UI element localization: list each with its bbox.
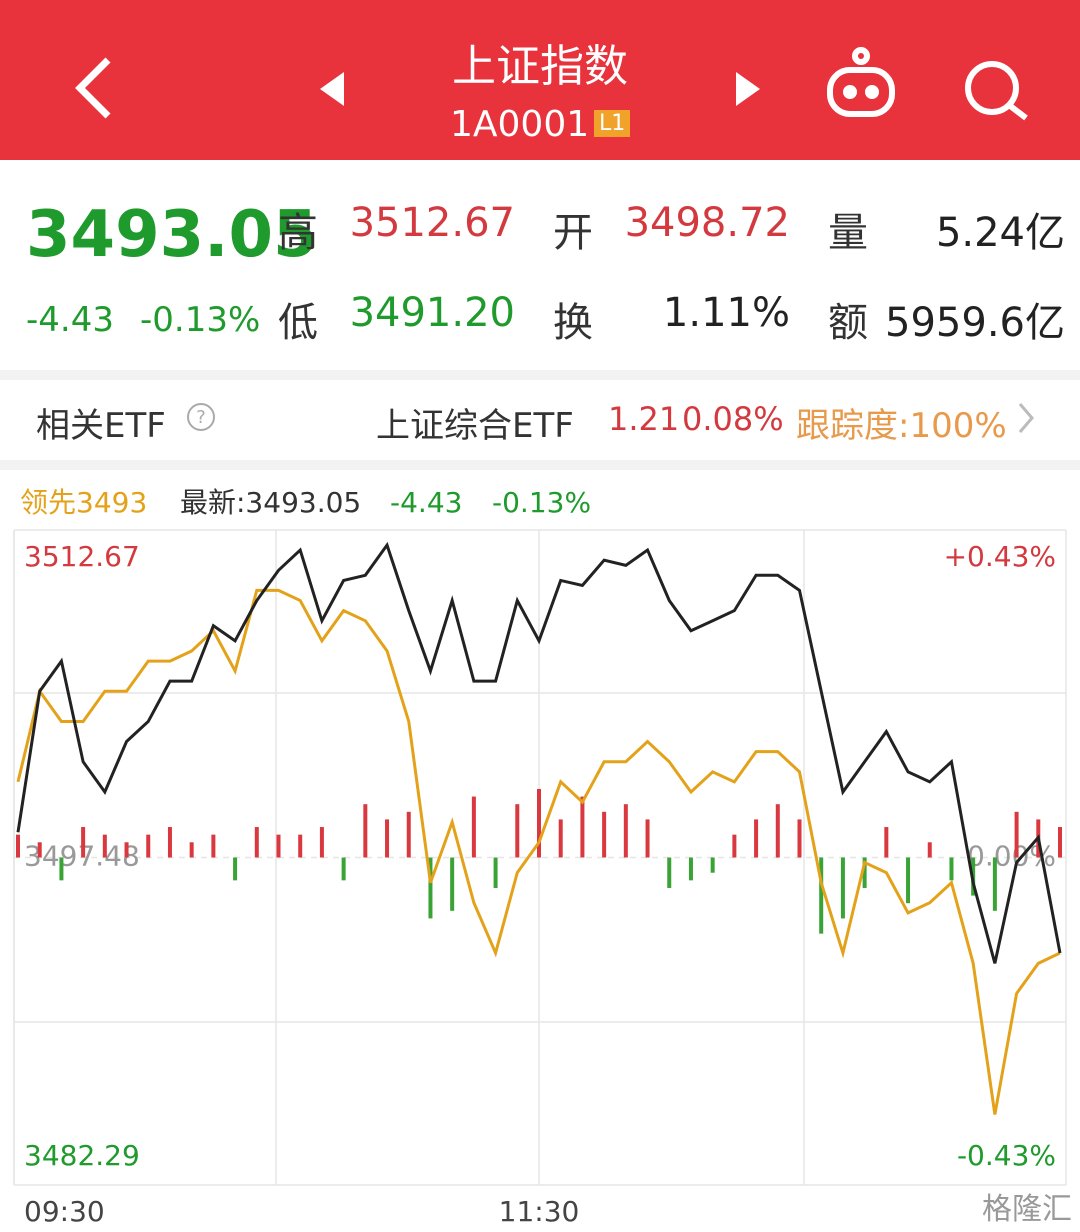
change: -4.43 <box>26 300 114 340</box>
y2-tick-label: +0.43% <box>944 540 1056 573</box>
volume-bar <box>363 804 368 858</box>
volume-bar <box>645 819 650 858</box>
volume-bar <box>884 827 889 858</box>
volume-bar <box>840 857 845 919</box>
header-bar: 上证指数 1A0001 L1 <box>0 0 1080 160</box>
volume-bar <box>797 819 802 858</box>
legend-change-pct: -0.13% <box>492 486 591 519</box>
header-icons <box>75 47 1028 121</box>
level-badge: L1 <box>594 110 631 137</box>
volume-bar <box>276 834 281 858</box>
field-label: 换 <box>553 300 593 346</box>
volume-bar <box>949 857 954 881</box>
field-value: 5.24亿 <box>935 210 1065 256</box>
volume-bar <box>1058 827 1062 858</box>
volume-bar <box>37 842 42 858</box>
volume-bar <box>688 857 693 881</box>
etf-name[interactable]: 上证综合ETF <box>376 406 574 446</box>
back-icon[interactable] <box>75 57 111 119</box>
help-icon[interactable]: ? <box>186 402 216 432</box>
volume-bar <box>298 834 303 858</box>
volume-bar <box>211 834 216 858</box>
volume-bar <box>667 857 672 888</box>
field-label: 高 <box>278 210 318 256</box>
volume-bar <box>927 842 932 858</box>
x-tick-label: 09:30 <box>24 1195 105 1228</box>
volume-bar <box>167 827 172 858</box>
chart: 领先3493 最新:3493.05 -4.43 -0.13% 3512.67 34… <box>13 486 1067 1228</box>
divider <box>0 370 1080 380</box>
etf-label: 相关ETF <box>36 406 166 446</box>
volume-bar <box>775 804 780 858</box>
x-tick-label: 11:30 <box>499 1195 580 1228</box>
etf-price: 1.21 <box>608 400 680 438</box>
volume-bar <box>754 819 759 858</box>
price-line <box>16 541 1062 964</box>
volume-bar <box>341 857 346 881</box>
volume-bar <box>558 819 563 858</box>
volume-bar <box>515 804 520 858</box>
divider <box>0 460 1080 470</box>
volume-bar <box>906 857 911 904</box>
field-label: 低 <box>278 300 318 346</box>
field-label: 量 <box>828 210 868 256</box>
volume-bar <box>81 827 86 858</box>
legend-latest: 最新:3493.05 <box>180 486 361 519</box>
field-value: 3491.20 <box>349 290 515 336</box>
volume-bar <box>59 857 64 881</box>
robot-icon[interactable] <box>827 47 895 117</box>
volume-bar <box>146 834 151 858</box>
watermark: 格隆汇 <box>982 1192 1072 1227</box>
volume-bar <box>732 834 737 858</box>
field-value: 5959.6亿 <box>885 300 1065 346</box>
legend-change: -4.43 <box>390 486 462 519</box>
volume-bar <box>233 857 238 881</box>
volume-bar <box>710 857 715 873</box>
volume-bar <box>580 796 585 858</box>
etf-tracking: 跟踪度:100% <box>796 406 1007 446</box>
field-value: 1.11% <box>662 290 790 336</box>
volume-bar <box>1014 811 1019 858</box>
volume-bar <box>428 857 433 919</box>
volume-bar <box>254 827 259 858</box>
volume-bar <box>819 857 824 934</box>
volume-bar <box>537 788 541 858</box>
field-value: 3512.67 <box>349 200 515 246</box>
code: 1A0001 <box>450 104 590 145</box>
field-value: 3498.72 <box>624 200 790 246</box>
etf-change: 0.08% <box>682 400 784 438</box>
volume-bar <box>102 834 107 858</box>
y2-tick-label: -0.43% <box>957 1139 1056 1172</box>
volume-bar <box>16 834 20 858</box>
price-line <box>16 588 1061 1115</box>
chevron[interactable] <box>1014 400 1038 436</box>
volume-bar <box>623 804 628 858</box>
volume-bar <box>124 842 129 858</box>
change-pct: -0.13% <box>140 300 261 340</box>
title: 上证指数 <box>452 41 628 92</box>
prev-icon[interactable] <box>320 72 344 106</box>
next-icon[interactable] <box>736 72 760 106</box>
volume-bar <box>385 819 390 858</box>
field-label: 开 <box>553 210 593 256</box>
volume-bar <box>450 857 455 911</box>
volume-bar <box>862 857 867 888</box>
volume-bar <box>406 811 411 858</box>
volume-bar <box>992 857 997 911</box>
field-label: 额 <box>828 300 868 346</box>
volume-bar <box>471 796 476 858</box>
y-tick-label: 3482.29 <box>24 1139 140 1172</box>
legend-lead: 领先3493 <box>20 486 147 519</box>
volume-bar <box>493 857 498 888</box>
y-tick-label: 3512.67 <box>24 540 140 573</box>
search-icon[interactable] <box>965 61 1028 121</box>
volume-bar <box>189 842 194 858</box>
price: 3493.05 <box>26 198 318 272</box>
svg-text:?: ? <box>196 407 206 428</box>
volume-bar <box>602 811 607 858</box>
volume-bar <box>319 827 324 858</box>
